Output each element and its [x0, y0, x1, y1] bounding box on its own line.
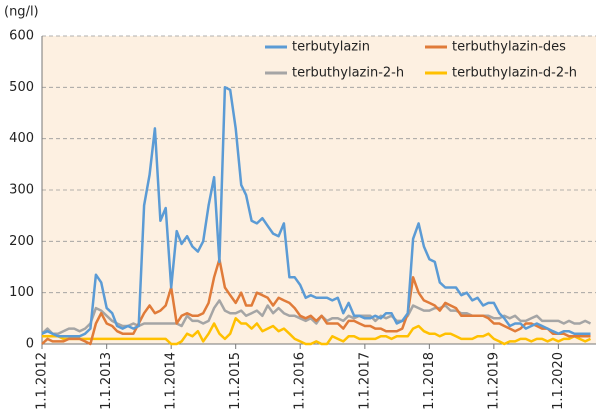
y-tick-label: 0: [26, 337, 34, 352]
y-tick-label: 200: [9, 234, 34, 249]
y-tick-label: 100: [9, 285, 34, 300]
x-tick-label: 1.1.2017: [357, 352, 372, 410]
y-tick-label: 500: [9, 80, 34, 95]
legend-label: terbutylazin: [292, 40, 370, 55]
series-line: [41, 258, 591, 346]
series-line: [41, 299, 592, 335]
legend-label: terbuthylazin-des: [452, 40, 566, 55]
x-tick-label: 1.1.2014: [164, 352, 179, 410]
x-tick-label: 1.1.2015: [228, 352, 243, 410]
x-tick-label: 1.1.2012: [35, 352, 50, 410]
x-tick-label: 1.1.2019: [486, 352, 501, 410]
series-line: [42, 317, 592, 346]
y-tick-label: 600: [9, 29, 34, 44]
legend-label: terbuthylazin-d-2-h: [452, 66, 577, 81]
x-tick-label: 1.1.2016: [293, 352, 308, 410]
y-axis-label: (ng/l): [4, 5, 39, 20]
x-tick-label: 1.1.2013: [99, 352, 114, 410]
x-tick-label: 1.1.2018: [422, 352, 437, 410]
series-line: [41, 86, 591, 338]
y-tick-label: 300: [9, 183, 34, 198]
x-tick-label: 1.1.2020: [551, 352, 566, 410]
y-tick-label: 400: [9, 131, 34, 146]
legend-label: terbuthylazin-2-h: [292, 66, 404, 81]
